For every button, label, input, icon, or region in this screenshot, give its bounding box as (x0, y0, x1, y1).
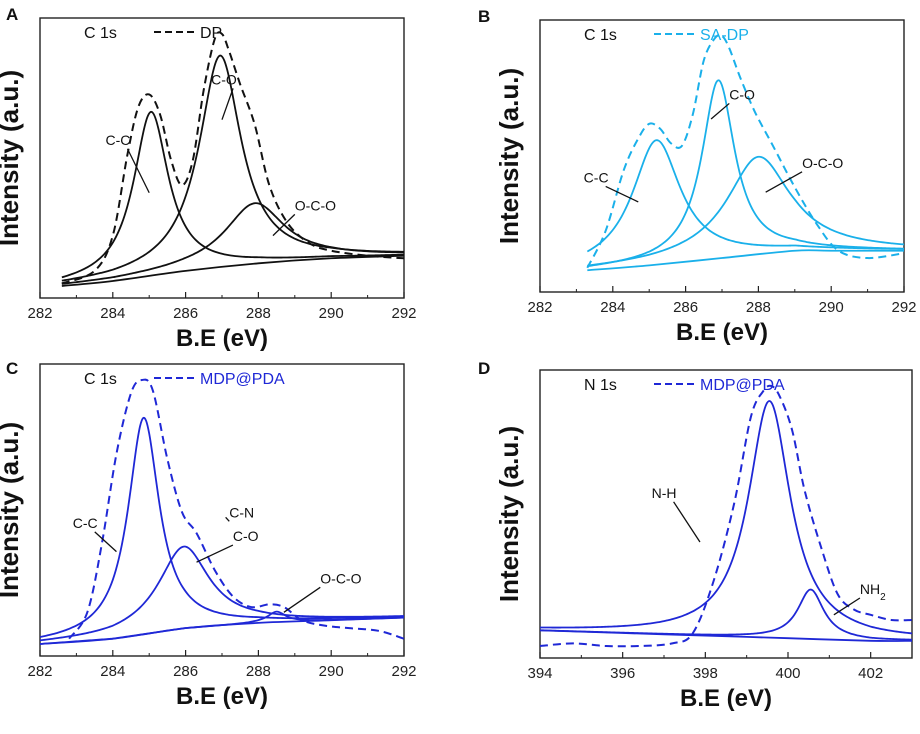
legend-label-C: MDP@PDA (200, 371, 285, 388)
annotation-pointer-D-1 (833, 597, 861, 616)
legend-label-D: MDP@PDA (700, 377, 785, 394)
annotation-C-0: C-C (73, 515, 98, 531)
x-axis-label-D: B.E (eV) (680, 685, 772, 712)
panel-D: D Intensity (a.u.) 394 396 398 400 402 B.E (eV)… (478, 359, 913, 712)
series-line-A-o-c-o (61, 202, 404, 285)
annotation-pointer-B-2 (765, 171, 803, 193)
annotation-D-0: N-H (652, 485, 677, 501)
curves-C (40, 378, 404, 645)
curves-A (61, 31, 404, 287)
panel-A: A Intensity (a.u.) 282 284 286 288 290 292 B.E (… (0, 5, 417, 352)
panel-label-C: C (6, 359, 18, 378)
annotation-B-0: C-C (584, 169, 609, 185)
series-line-B-c-o (587, 79, 904, 268)
y-axis-label-A: Intensity (a.u.) (0, 70, 24, 246)
annotation-pointer-A-1 (221, 88, 234, 120)
annotation-pointer-C-2 (196, 544, 234, 563)
series-line-C-background (40, 616, 404, 645)
annotation-pointer-C-0 (94, 531, 117, 553)
x-tick-label-C-2: 286 (173, 663, 198, 680)
y-axis-label-B: Intensity (a.u.) (494, 68, 524, 244)
x-tick-label-D-0: 394 (527, 665, 552, 682)
panel-label-D: D (478, 359, 490, 378)
x-tick-label-B-3: 288 (746, 299, 771, 316)
annotation-pointer-A-0 (126, 148, 150, 194)
series-line-D-background (540, 629, 912, 642)
x-tick-label-C-5: 292 (391, 663, 416, 680)
x-axis-label-B: B.E (eV) (676, 319, 768, 346)
annotation-pointer-B-0 (605, 185, 639, 203)
series-line-D-mdp-pda (540, 384, 912, 648)
annotation-pointer-C-1 (225, 516, 230, 522)
series-line-C-c-c (40, 416, 404, 638)
series-line-A-background (61, 254, 404, 287)
series-line-B-background (587, 249, 904, 272)
annotation-pointer-D-0 (673, 501, 701, 543)
x-tick-label-B-2: 286 (673, 299, 698, 316)
x-tick-label-A-5: 292 (391, 305, 416, 322)
x-tick-label-D-3: 400 (775, 665, 800, 682)
x-tick-label-D-4: 402 (858, 665, 883, 682)
series-line-D-n-h (540, 400, 912, 635)
x-tick-label-C-3: 288 (246, 663, 271, 680)
curves-B (586, 33, 904, 272)
x-tick-label-D-1: 396 (610, 665, 635, 682)
annotation-B-1: C-O (729, 86, 755, 102)
x-tick-label-A-4: 290 (319, 305, 344, 322)
x-tick-label-C-1: 284 (100, 663, 125, 680)
x-tick-label-B-4: 290 (819, 299, 844, 316)
spectrum-label-C: C 1s (84, 371, 117, 388)
annotation-A-2: O-C-O (295, 197, 336, 213)
x-tick-label-A-1: 284 (100, 305, 125, 322)
panel-C: C Intensity (a.u.) 282 284 286 288 290 292 B.E (… (0, 359, 417, 710)
legend-label-B: SA-DP (700, 27, 749, 44)
series-line-C-mdp-pda (68, 378, 404, 640)
x-tick-label-D-2: 398 (693, 665, 718, 682)
series-line-B-o-c-o (587, 155, 904, 267)
x-tick-label-C-0: 282 (27, 663, 52, 680)
plot-frame-D (539, 369, 913, 659)
x-tick-label-B-0: 282 (527, 299, 552, 316)
series-line-B-c-c (586, 139, 904, 253)
annotation-A-0: C-C (106, 132, 131, 148)
annotation-pointer-C-3 (283, 586, 321, 613)
x-axis-label-C: B.E (eV) (176, 683, 268, 710)
annotation-C-3: O-C-O (320, 570, 361, 586)
annotation-A-1: C-O (211, 71, 237, 87)
annotation-C-1: C-N (229, 504, 254, 520)
y-axis-label-C: Intensity (a.u.) (0, 422, 24, 598)
x-tick-label-A-2: 286 (173, 305, 198, 322)
x-axis-label-A: B.E (eV) (176, 325, 268, 352)
annotation-pointer-A-2 (272, 213, 296, 237)
panel-B: B Intensity (a.u.) 282 284 286 288 290 292 B.E (… (478, 7, 917, 346)
spectrum-label-A: C 1s (84, 25, 117, 42)
x-tick-label-A-3: 288 (246, 305, 271, 322)
x-tick-label-B-5: 292 (891, 299, 916, 316)
series-line-C-c-n-c-o (40, 545, 404, 642)
series-line-A-c-c (61, 110, 404, 279)
x-tick-label-A-0: 282 (27, 305, 52, 322)
panel-label-A: A (6, 5, 18, 24)
annotation-D-nh2: NH2 (860, 581, 886, 603)
annotation-B-2: O-C-O (802, 155, 843, 171)
curves-D (540, 384, 912, 648)
spectrum-label-D: N 1s (584, 377, 617, 394)
x-tick-label-C-4: 290 (319, 663, 344, 680)
y-axis-label-D: Intensity (a.u.) (494, 426, 524, 602)
series-line-B-sa-dp (586, 33, 904, 269)
legend-label-A: DP (200, 25, 222, 42)
spectrum-label-B: C 1s (584, 27, 617, 44)
annotation-C-2: C-O (233, 528, 259, 544)
series-line-A-dp (61, 31, 404, 285)
panel-label-B: B (478, 7, 490, 26)
x-tick-label-B-1: 284 (600, 299, 625, 316)
annotation-pointer-B-1 (710, 102, 730, 120)
